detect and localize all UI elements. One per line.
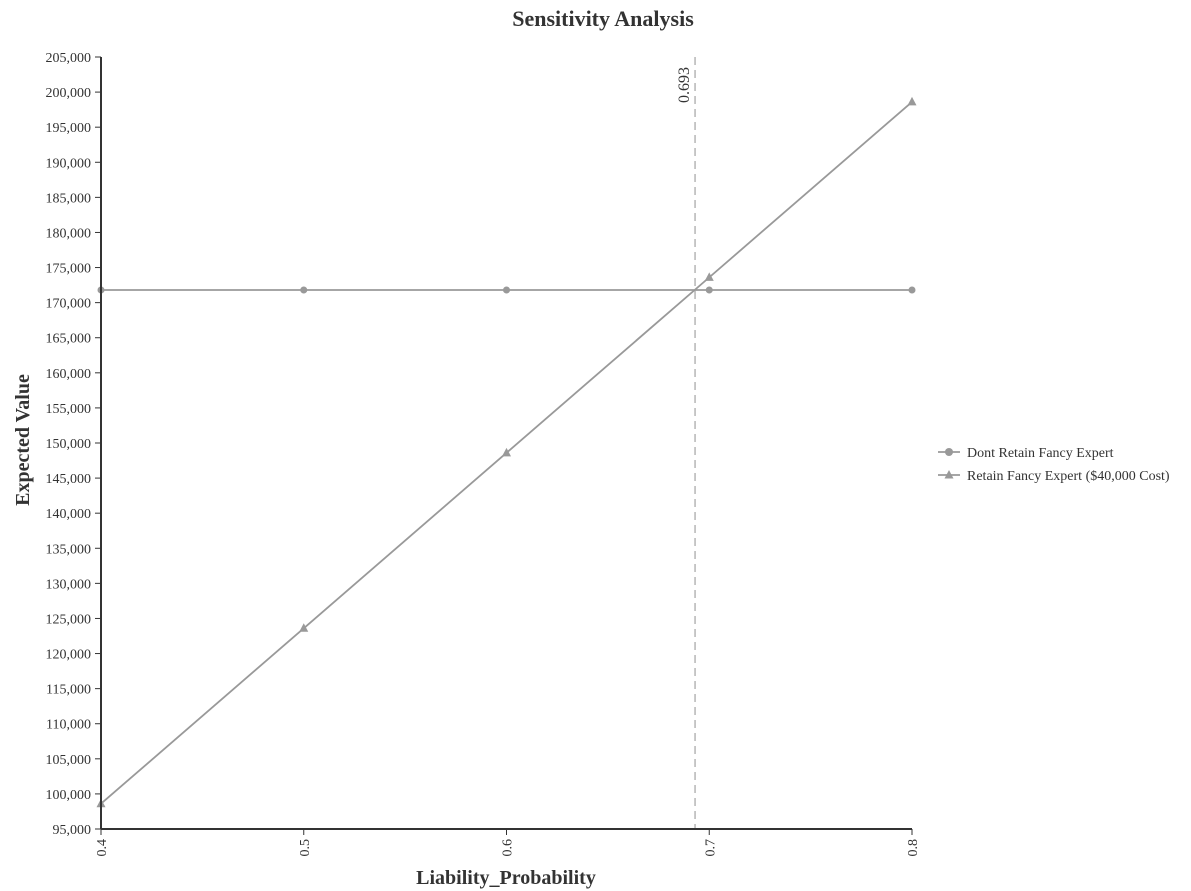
- data-point-circle: [705, 286, 713, 294]
- y-tick-label: 130,000: [46, 577, 92, 592]
- x-tick-label: 0.7: [703, 839, 718, 857]
- data-point-triangle: [907, 96, 917, 106]
- legend-marker-circle: [945, 448, 953, 456]
- y-tick-label: 115,000: [46, 683, 91, 698]
- threshold-label: 0.693: [676, 67, 693, 103]
- data-point-circle: [503, 286, 510, 294]
- y-tick-label: 190,000: [46, 156, 92, 171]
- y-tick-label: 165,000: [46, 332, 92, 347]
- y-tick-label: 120,000: [46, 648, 92, 663]
- y-tick-label: 105,000: [46, 753, 92, 768]
- x-tick-label: 0.5: [298, 839, 313, 857]
- x-tick-label: 0.4: [95, 839, 110, 857]
- chart-title: Sensitivity Analysis: [512, 6, 694, 31]
- data-point-circle: [300, 286, 308, 294]
- legend-label: Retain Fancy Expert ($40,000 Cost): [967, 469, 1170, 484]
- x-axis-ticks: 0.4 0.5 0.6 0.7 0.8: [95, 829, 921, 857]
- y-tick-label: 160,000: [46, 367, 92, 382]
- y-tick-label: 110,000: [46, 718, 91, 733]
- legend: Dont Retain Fancy Expert Retain Fancy Exp…: [938, 446, 1170, 484]
- data-point-triangle: [299, 623, 309, 632]
- x-tick-label: 0.6: [501, 839, 516, 857]
- y-tick-label: 205,000: [46, 51, 92, 66]
- y-axis-title: Expected Value: [12, 374, 34, 506]
- y-tick-label: 125,000: [46, 612, 92, 627]
- annotation-layer: 0.693: [676, 57, 696, 829]
- y-tick-label: 170,000: [46, 297, 92, 312]
- y-tick-label: 145,000: [46, 472, 92, 487]
- x-tick-label: 0.8: [906, 839, 921, 857]
- y-axis-ticks: 95,000 100,000 105,000 110,000 115,000 120,00…: [46, 51, 101, 838]
- data-point-triangle: [704, 272, 714, 281]
- legend-marker-triangle: [944, 470, 954, 479]
- series-layer: [96, 96, 917, 808]
- y-tick-label: 135,000: [46, 542, 92, 557]
- y-tick-label: 140,000: [46, 507, 92, 522]
- legend-label: Dont Retain Fancy Expert: [967, 446, 1114, 461]
- y-tick-label: 175,000: [46, 262, 92, 277]
- y-tick-label: 155,000: [46, 402, 92, 417]
- data-point-circle: [908, 286, 916, 294]
- y-tick-label: 195,000: [46, 121, 92, 136]
- y-tick-label: 95,000: [53, 823, 92, 838]
- y-tick-label: 180,000: [46, 226, 92, 241]
- data-point-triangle: [502, 447, 511, 457]
- x-axis-title: Liability_Probability: [416, 867, 596, 889]
- axes: [100, 57, 912, 830]
- y-tick-label: 150,000: [46, 437, 92, 452]
- y-tick-label: 200,000: [46, 86, 92, 101]
- y-tick-label: 185,000: [46, 191, 92, 206]
- y-tick-label: 100,000: [46, 788, 92, 803]
